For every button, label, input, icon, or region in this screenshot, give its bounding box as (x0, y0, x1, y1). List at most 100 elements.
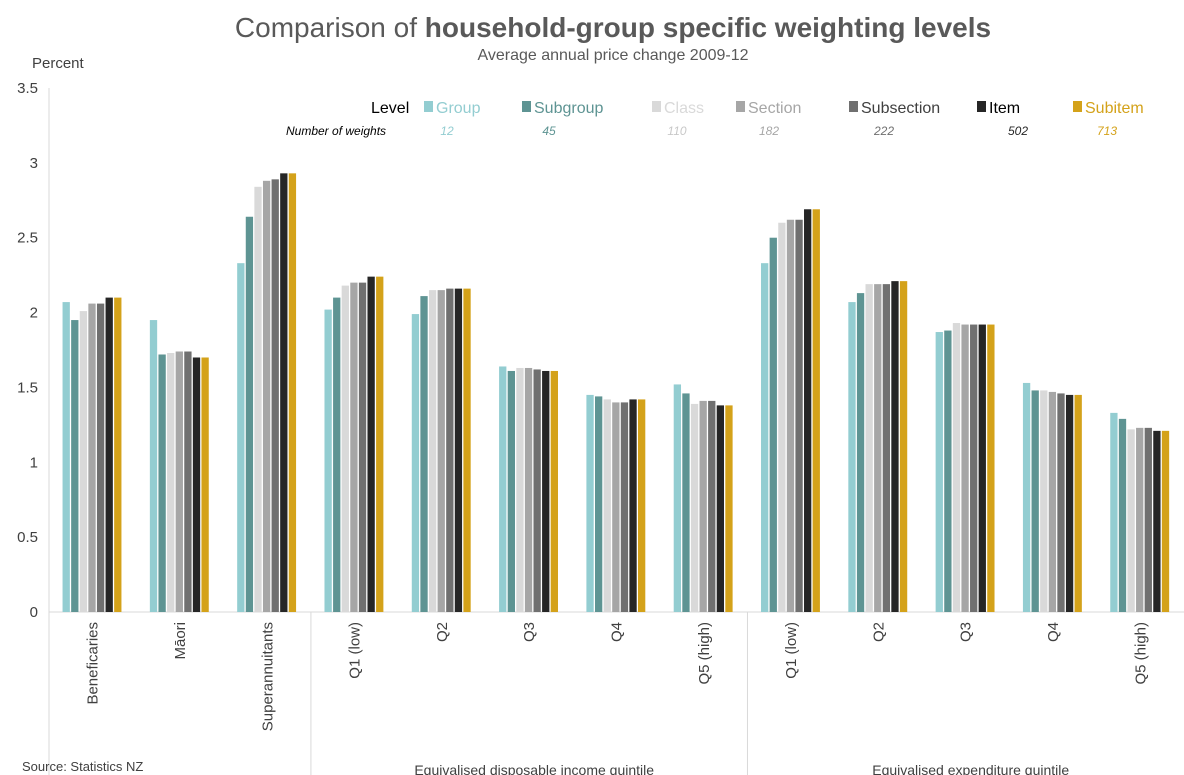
bar-subitem (812, 209, 820, 612)
bar-subgroup (420, 296, 428, 612)
bar-subsection (1144, 427, 1152, 612)
weights-count-item: 502 (1008, 124, 1028, 138)
legend-label-subgroup: Subgroup (534, 100, 603, 117)
bar-group (1022, 382, 1031, 612)
weights-count-subsection: 222 (873, 124, 894, 138)
bar-subsection (533, 369, 541, 612)
bar-section (1136, 427, 1144, 612)
x-tick-label: Q4 (609, 622, 626, 642)
bar-subsection (446, 288, 454, 612)
bar-subgroup (71, 320, 79, 612)
bar-item (542, 370, 550, 612)
bar-group (935, 332, 943, 612)
bar-item (804, 209, 812, 612)
y-ticks: 0 0.5 1 1.5 2 2.5 3 3.5 (17, 80, 38, 621)
bar-section (874, 284, 882, 612)
y-tick-label: 0 (30, 604, 38, 621)
bar-class (167, 352, 175, 612)
group-separators (310, 612, 748, 775)
x-tick-label: Superannuitants (259, 622, 276, 731)
bar-subsection (620, 402, 629, 612)
y-tick-label: 1.5 (17, 379, 38, 396)
bar-subitem (114, 297, 122, 612)
legend-swatch-item (977, 101, 986, 112)
bar-class (952, 323, 961, 612)
chart-title: Comparison of household-group specific w… (235, 12, 991, 43)
bar-group (237, 263, 245, 612)
bar-group (848, 302, 856, 612)
bar-class (1040, 390, 1048, 612)
bar-subsection (1057, 393, 1065, 612)
bar-item (716, 405, 725, 612)
bar-item (1153, 430, 1161, 612)
bar-subitem (899, 281, 908, 612)
bar-subitem (463, 288, 471, 612)
legend-label-subsection: Subsection (861, 100, 940, 117)
bar-subgroup (1118, 418, 1127, 612)
bar-item (891, 281, 899, 612)
x-tick-label: Q3 (958, 622, 975, 642)
bar-class (778, 222, 786, 613)
bar-item (978, 324, 986, 612)
legend-swatch-subitem (1073, 101, 1082, 112)
group-label: Equivalised expenditure quintile (872, 762, 1069, 775)
bar-subgroup (769, 237, 777, 612)
y-tick-label: 2.5 (17, 230, 38, 247)
bar-item (367, 276, 375, 612)
bar-subgroup (595, 396, 603, 612)
bar-class (254, 186, 262, 612)
bar-subitem (638, 399, 646, 612)
bar-subitem (288, 173, 297, 612)
x-tick-label: Q3 (521, 622, 538, 642)
bar-subitem (1074, 394, 1082, 612)
bar-section (262, 180, 271, 612)
bar-subsection (708, 400, 716, 612)
bar-subgroup (158, 354, 166, 612)
bar-item (629, 399, 637, 612)
legend-label-subitem: Subitem (1085, 100, 1144, 117)
weights-title: Number of weights (286, 124, 386, 138)
x-tick-label: Q5 (high) (696, 622, 713, 685)
y-tick-label: 1 (30, 454, 38, 471)
legend: Level Number of weights Group 12 Subgroup 45 C… (286, 100, 1144, 138)
bar-item (105, 297, 113, 612)
x-tick-label: Q4 (1045, 622, 1062, 642)
bar-subgroup (856, 293, 865, 612)
bar-section (437, 290, 445, 612)
bars (62, 173, 1170, 613)
bar-group (586, 394, 594, 612)
legend-swatch-group (424, 101, 433, 112)
bar-section (786, 219, 795, 612)
bar-subitem (1161, 430, 1170, 612)
bar-subsection (358, 282, 367, 612)
bar-subgroup (245, 216, 254, 612)
bar-item (454, 288, 463, 612)
weights-count-subgroup: 45 (542, 124, 556, 138)
bar-subitem (725, 405, 733, 612)
bar-group (62, 302, 70, 612)
bar-subsection (795, 219, 803, 612)
bar-class (865, 284, 873, 612)
bar-subsection (184, 351, 192, 612)
legend-swatch-subgroup (522, 101, 531, 112)
x-tick-label: Q1 (low) (783, 622, 800, 679)
source-note: Source: Statistics NZ (22, 759, 143, 774)
x-tick-label: Māori (172, 622, 189, 660)
chart-title-prefix: Comparison of (235, 12, 425, 43)
group-label: Equivalised disposable income quintile (414, 762, 654, 775)
weights-count-class: 110 (667, 124, 686, 138)
bar-group (1110, 412, 1118, 612)
y-axis-label: Percent (32, 55, 85, 72)
bar-subitem (376, 276, 384, 612)
bar-section (88, 303, 96, 612)
bar-group (324, 309, 332, 612)
y-tick-label: 0.5 (17, 529, 38, 546)
weights-count-section: 182 (759, 124, 779, 138)
y-tick-label: 3.5 (17, 80, 38, 97)
category-labels: Beneficaries Māori Superannuitants Q1 (low)… (85, 622, 1150, 731)
bar-item (280, 173, 288, 612)
bar-item (1065, 394, 1074, 612)
bar-subsection (882, 284, 891, 612)
bar-subsection (970, 324, 978, 612)
